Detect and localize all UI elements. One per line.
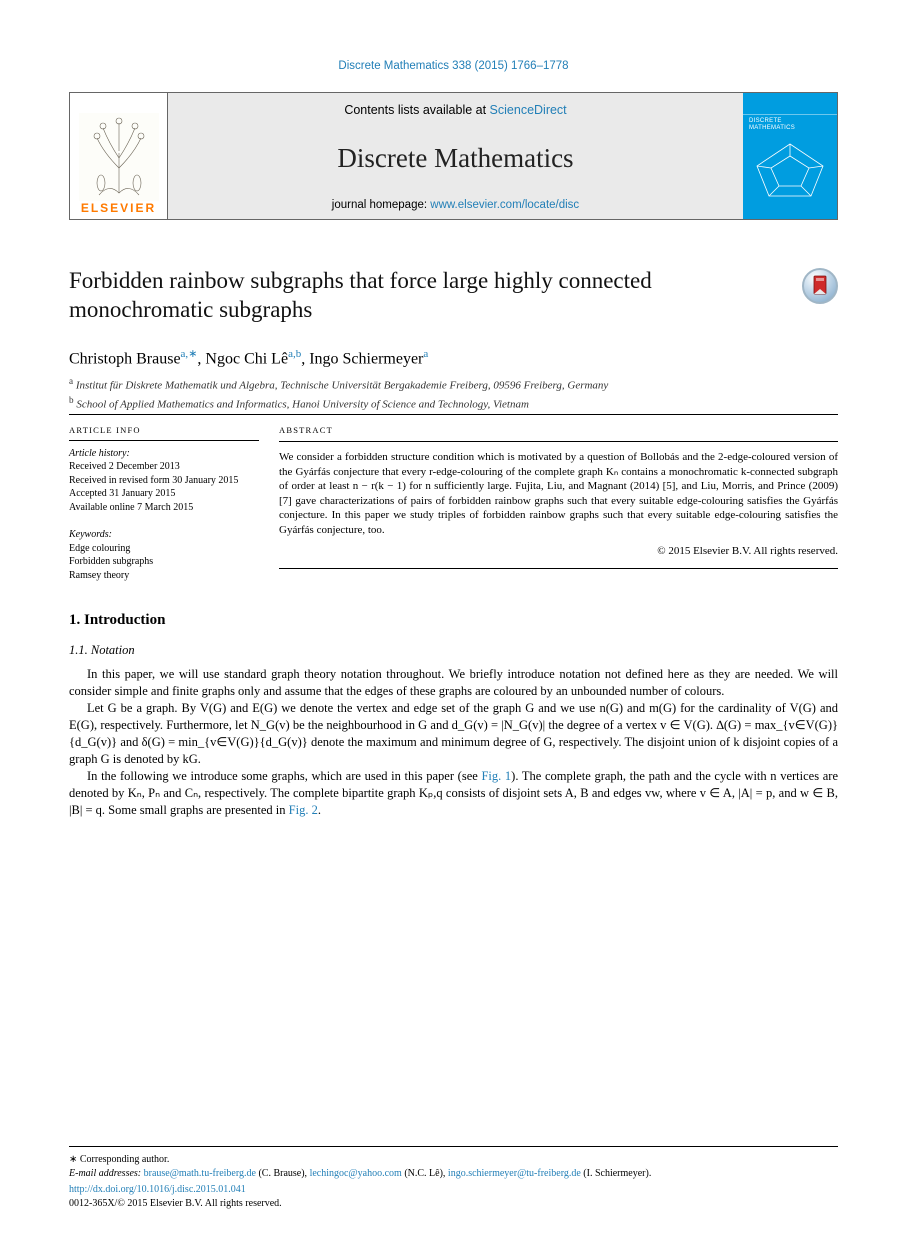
cover-graph-icon [743,134,837,211]
email-1[interactable]: brause@math.tu-freiberg.de [144,1168,256,1179]
abstract-copyright: © 2015 Elsevier B.V. All rights reserved… [279,544,838,559]
homepage-link[interactable]: www.elsevier.com/locate/disc [430,199,579,211]
author-2-affil: a,b [288,348,301,360]
cover-title: DISCRETE MATHEMATICS [743,115,837,134]
email-3[interactable]: ingo.schiermeyer@tu-freiberg.de [448,1168,581,1179]
article-info: ARTICLE INFO Article history: Received 2… [69,415,259,582]
paragraph-2: Let G be a graph. By V(G) and E(G) we de… [69,700,838,768]
homepage-prefix: journal homepage: [332,199,430,211]
article-title: Forbidden rainbow subgraphs that force l… [69,266,786,325]
contents-list-line: Contents lists available at ScienceDirec… [344,103,566,117]
author-3-affil: a [423,348,428,360]
keyword-1: Edge colouring [69,542,259,556]
journal-cover: DISCRETE MATHEMATICS [743,93,837,219]
contents-prefix: Contents lists available at [344,103,489,117]
email-2[interactable]: lechingoc@yahoo.com [310,1168,402,1179]
paragraph-1: In this paper, we will use standard grap… [69,666,838,700]
footer: ∗ Corresponding author. E-mail addresses… [69,1146,838,1210]
doi-link[interactable]: http://dx.doi.org/10.1016/j.disc.2015.01… [69,1184,246,1195]
citation-header: Discrete Mathematics 338 (2015) 1766–177… [69,60,838,72]
elsevier-wordmark: ELSEVIER [81,201,156,215]
crossmark-badge[interactable] [802,268,838,304]
authors: Christoph Brausea,∗, Ngoc Chi Lêa,b, Ing… [69,347,838,368]
paragraph-3a: In the following we introduce some graph… [87,769,481,783]
history-label: Article history: [69,447,259,461]
author-1: Christoph Brause [69,350,181,367]
keywords-hdr: Keywords: [69,528,259,542]
paragraph-2-text: Let G be a graph. By V(G) and E(G) we de… [69,701,838,766]
abstract-text: We consider a forbidden structure condit… [279,450,838,537]
journal-header: ELSEVIER Contents lists available at Sci… [69,92,838,220]
affiliation-b: School of Applied Mathematics and Inform… [76,398,529,410]
keyword-2: Forbidden subgraphs [69,555,259,569]
abstract-hdr: ABSTRACT [279,425,838,436]
sciencedirect-link[interactable]: ScienceDirect [490,103,567,117]
article-info-hdr: ARTICLE INFO [69,425,259,436]
fig-2-link[interactable]: Fig. 2 [289,803,318,817]
history-received: Received 2 December 2013 [69,460,259,474]
affiliations: a Institut für Diskrete Mathematik und A… [69,375,838,412]
fig-1-link[interactable]: Fig. 1 [481,769,511,783]
paragraph-1-text: In this paper, we will use standard grap… [69,667,838,698]
elsevier-logo: ELSEVIER [70,93,168,219]
author-1-affil: a,∗ [181,348,198,360]
section-1-1-head: 1.1. Notation [69,643,838,658]
elsevier-tree-icon [79,113,159,201]
author-2: Ngoc Chi Lê [205,350,288,367]
affiliation-a: Institut für Diskrete Mathematik und Alg… [76,380,609,392]
corresponding-asterisk: ∗ [188,348,197,360]
abstract: ABSTRACT We consider a forbidden structu… [259,415,838,582]
journal-homepage-line: journal homepage: www.elsevier.com/locat… [332,199,579,211]
paragraph-3c: . [318,803,321,817]
history-online: Available online 7 March 2015 [69,501,259,515]
email-1-who: (C. Brause), [256,1168,310,1179]
email-label: E-mail addresses: [69,1168,141,1179]
keyword-3: Ramsey theory [69,569,259,583]
header-center: Contents lists available at ScienceDirec… [168,93,743,219]
corresponding-author: ∗ Corresponding author. [69,1153,838,1167]
section-1-head: 1. Introduction [69,612,838,629]
history-accepted: Accepted 31 January 2015 [69,487,259,501]
author-3: Ingo Schiermeyer [309,350,423,367]
issn-line: 0012-365X/© 2015 Elsevier B.V. All right… [69,1197,838,1211]
email-3-who: (I. Schiermeyer). [581,1168,652,1179]
journal-name: Discrete Mathematics [337,143,573,174]
paragraph-3: In the following we introduce some graph… [69,768,838,819]
history-revised: Received in revised form 30 January 2015 [69,474,259,488]
email-2-who: (N.C. Lê), [402,1168,448,1179]
email-line: E-mail addresses: brause@math.tu-freiber… [69,1167,838,1181]
